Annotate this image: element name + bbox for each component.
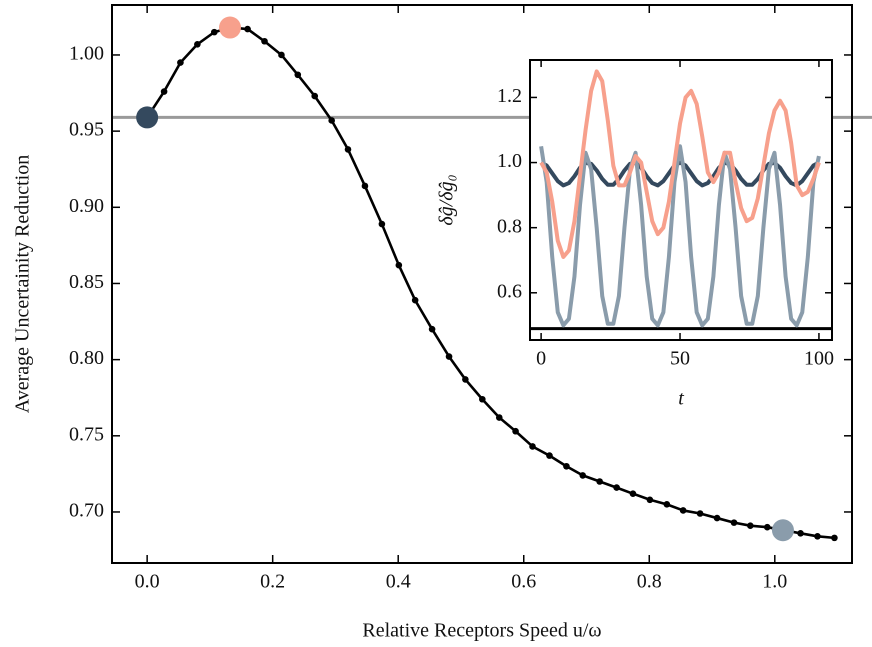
series-marker [428, 325, 436, 333]
series-marker [479, 395, 486, 403]
series-marker [613, 484, 620, 491]
series-marker [563, 462, 570, 470]
x-tick-label: 0.4 [386, 571, 411, 593]
series-marker [663, 501, 671, 508]
series-marker [747, 522, 754, 529]
series-marker [814, 533, 821, 540]
x-tick-label: 0.8 [637, 571, 662, 593]
series-marker [244, 25, 251, 33]
y-tick-label: 0.6 [497, 280, 522, 302]
series-marker [596, 478, 603, 485]
y-tick-label: 0.85 [69, 271, 104, 293]
highlight-point [771, 519, 794, 542]
series-marker [730, 519, 738, 526]
y-axis-label: Average Uncertainity Reduction [12, 155, 34, 413]
series-marker [797, 529, 804, 537]
y-tick-label: 1.0 [497, 150, 522, 172]
series-marker [395, 261, 403, 269]
x-axis-label: t [678, 388, 684, 410]
series-marker [160, 88, 168, 95]
y-axis-label: δĝ/δĝ₀ [436, 174, 458, 225]
x-tick-label: 0.6 [511, 571, 536, 593]
x-tick-label: 0.2 [260, 571, 285, 593]
x-axis-label: Relative Receptors Speed u/ω [362, 620, 601, 642]
y-tick-label: 0.90 [69, 195, 104, 217]
y-tick-label: 0.75 [69, 423, 104, 445]
series-marker [679, 507, 687, 514]
series-marker [579, 472, 587, 479]
series-marker [529, 443, 536, 450]
y-tick-label: 0.8 [497, 215, 522, 237]
series-marker [646, 496, 654, 504]
axes-frame [529, 59, 833, 341]
series-marker [512, 427, 519, 435]
series-marker [763, 523, 771, 531]
series-marker [328, 117, 335, 124]
series-marker [495, 414, 503, 421]
series-marker [211, 28, 218, 36]
series-marker [278, 51, 285, 59]
y-tick-label: 1.00 [69, 43, 104, 65]
series-marker [411, 296, 419, 304]
y-tick-label: 0.95 [69, 119, 104, 141]
x-tick-label: 50 [670, 348, 690, 370]
x-tick-label: 100 [804, 348, 834, 370]
series-marker [445, 353, 453, 360]
series-marker [177, 59, 184, 66]
series-line [539, 144, 821, 328]
series-line [539, 69, 821, 259]
series-marker [294, 71, 302, 79]
series-marker [378, 220, 386, 228]
series-marker [311, 92, 319, 100]
y-tick-label: 0.70 [69, 500, 104, 522]
series-marker [546, 452, 553, 459]
y-tick-label: 1.2 [497, 85, 522, 107]
series-marker [462, 376, 469, 383]
x-tick-label: 1.0 [762, 571, 787, 593]
x-tick-label: 0 [536, 348, 546, 370]
series-marker [261, 37, 268, 45]
series-marker [194, 41, 201, 48]
series-marker [696, 510, 704, 517]
highlight-point [218, 16, 241, 39]
highlight-point [136, 106, 159, 129]
x-tick-label: 0.0 [135, 571, 160, 593]
series-marker [344, 146, 352, 153]
series-marker [831, 534, 838, 542]
series-marker [629, 490, 637, 497]
y-tick-label: 0.80 [69, 347, 104, 369]
inset: 0 50 100 0.6 0.8 1.0 1.2 t δĝ/δĝ₀ [436, 59, 834, 410]
series-marker [713, 514, 721, 522]
series-marker [361, 182, 369, 190]
